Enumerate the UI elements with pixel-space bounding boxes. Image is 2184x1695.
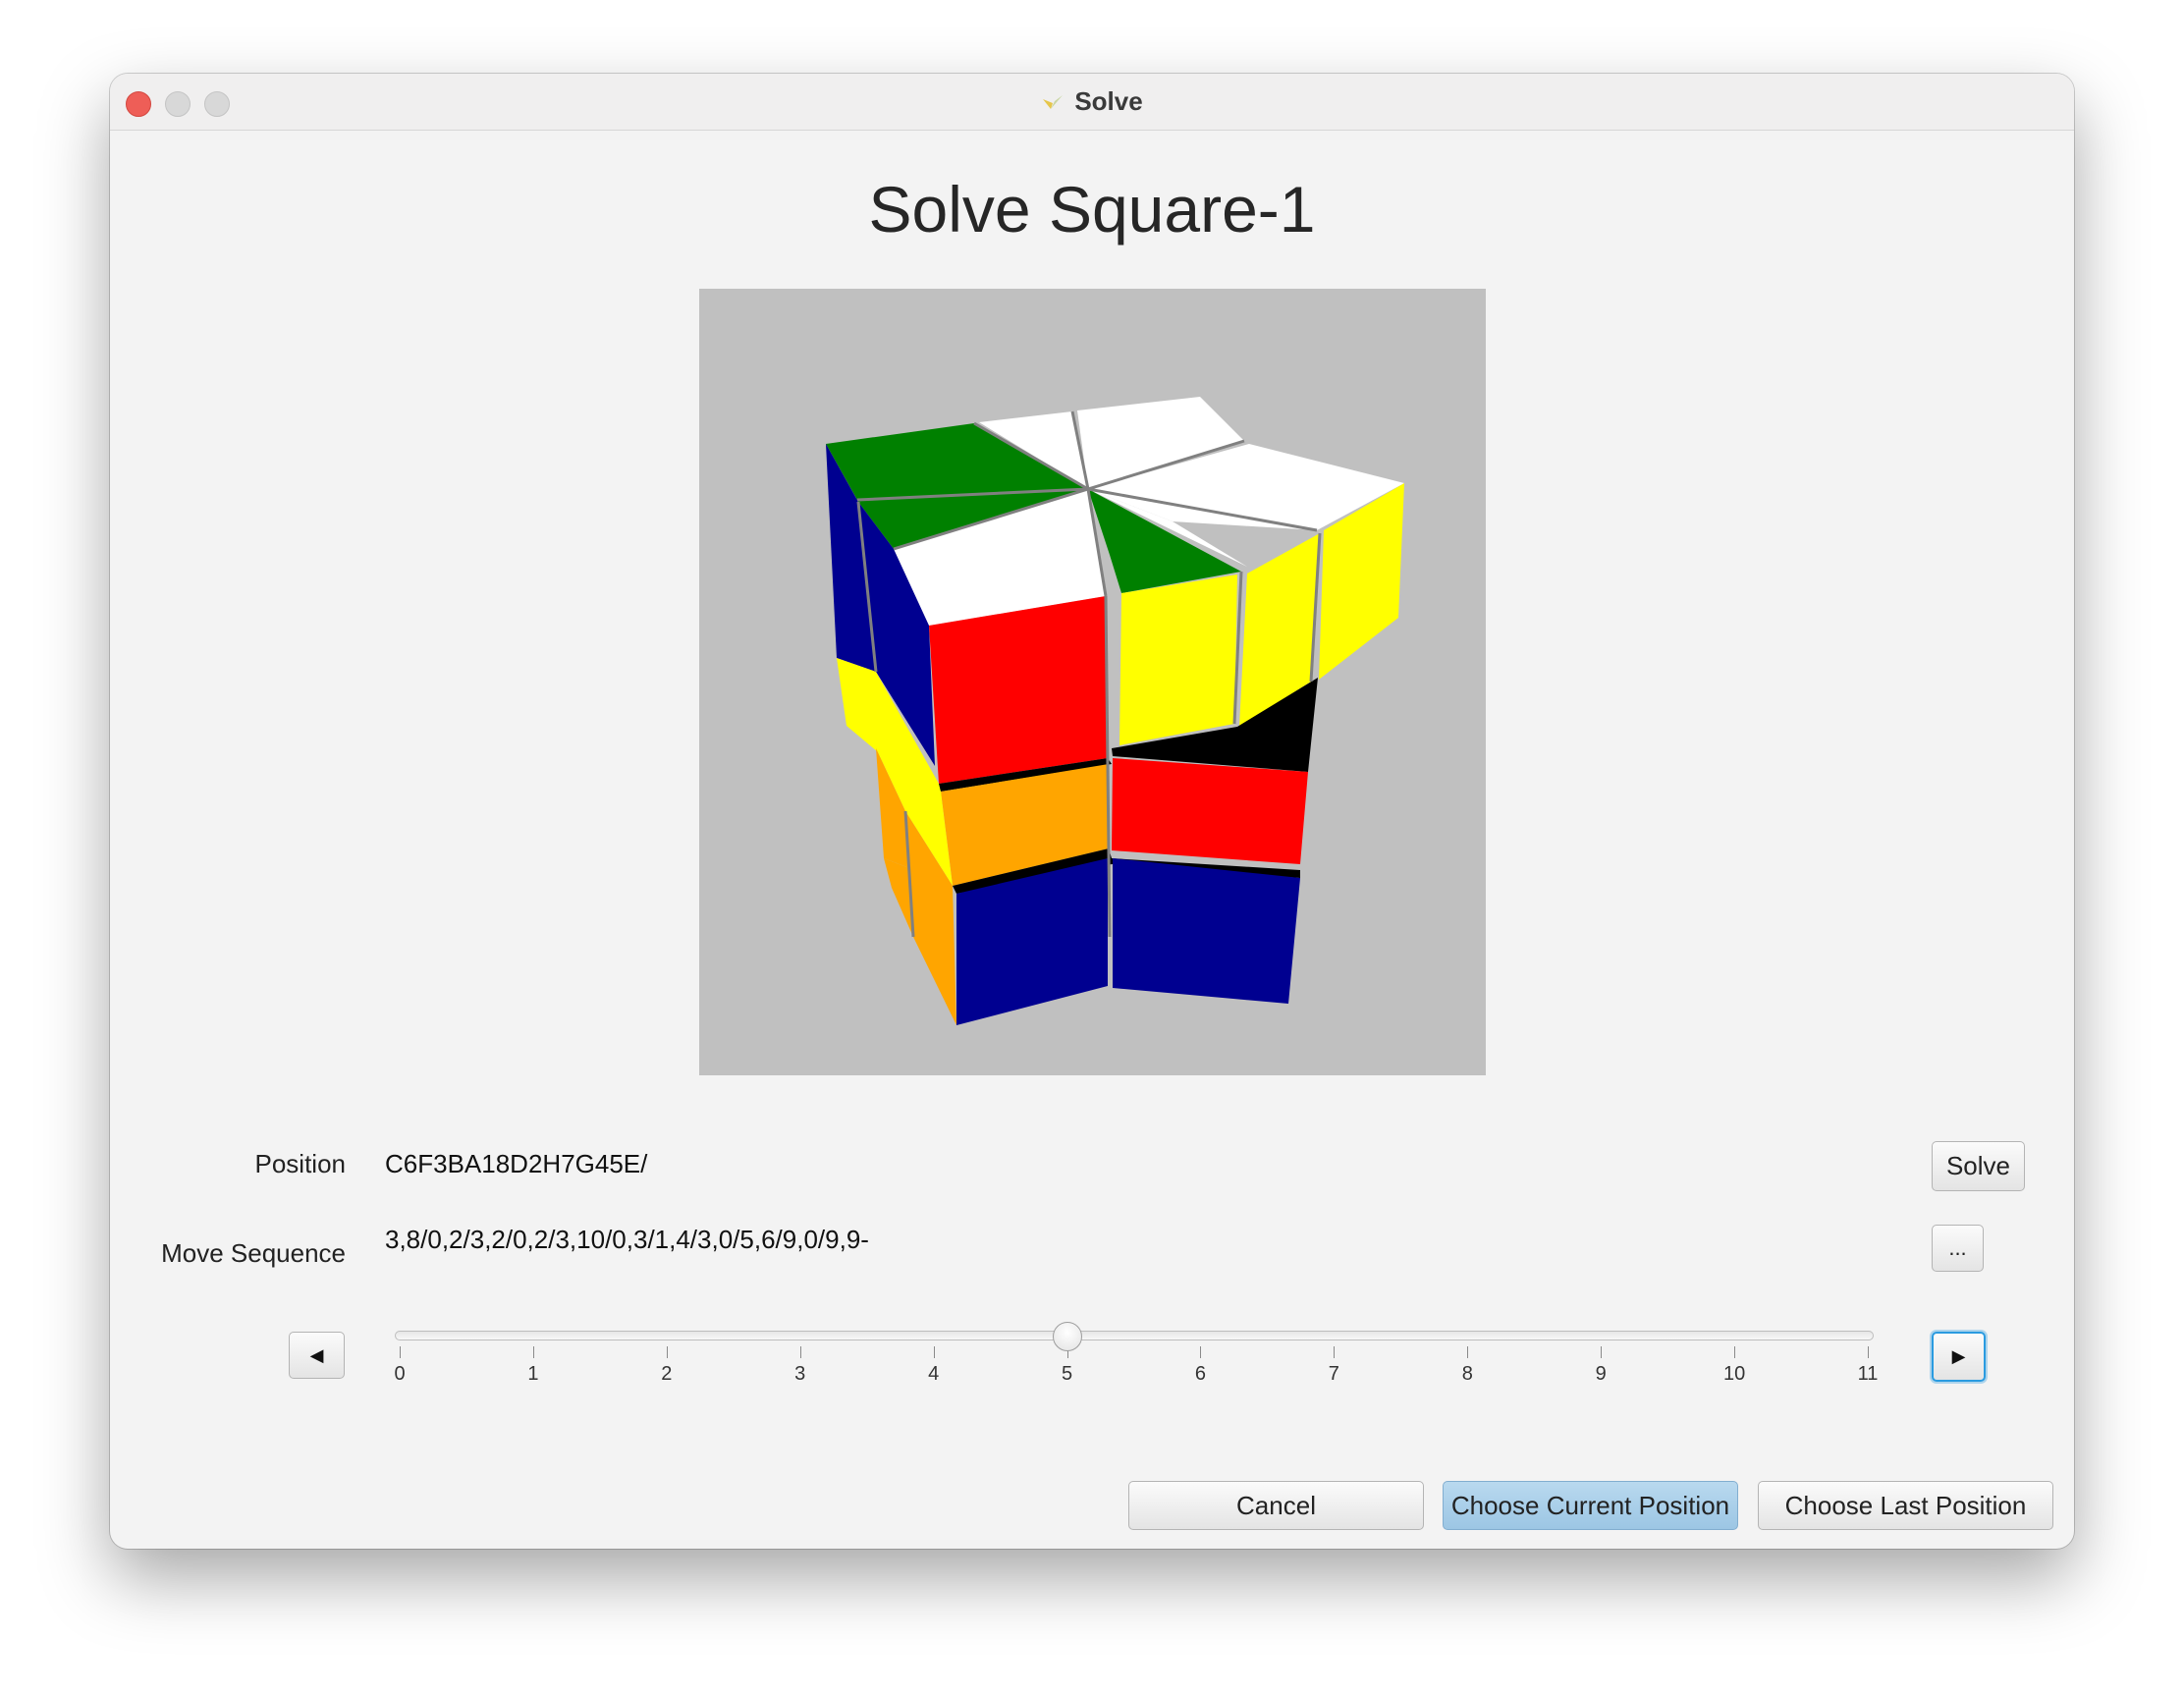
slider-tick — [1066, 1346, 1068, 1358]
top-front-red — [929, 596, 1108, 784]
top-right-yellow-a — [1239, 533, 1320, 727]
title-bar: Solve — [110, 74, 2074, 131]
middle-left-yellow — [876, 748, 953, 886]
top-face-white-front — [894, 489, 1106, 626]
window-title: Solve — [1074, 86, 1143, 116]
move-sequence-value: 3,8/0,2/3,2/0,2/3,10/0,3/1,4/3,0/5,6/9,0… — [385, 1225, 869, 1254]
slider-tick — [1334, 1346, 1336, 1358]
slider-tick — [799, 1346, 801, 1358]
top-right-yellow-b — [1319, 483, 1404, 680]
triangle-right-icon: ▶ — [1951, 1346, 1966, 1366]
top-front-yellow — [1119, 574, 1237, 745]
slider-tick-label: 0 — [394, 1363, 406, 1385]
top-left-blue-b — [858, 502, 935, 766]
top-face-white-b — [1077, 397, 1244, 489]
minimize-window-button[interactable] — [165, 91, 191, 117]
top-face-white-d — [1088, 489, 1247, 567]
slider-tick — [1467, 1346, 1469, 1358]
step-forward-button[interactable]: ▶ — [1932, 1332, 1986, 1382]
top-left-yellow-strip — [837, 658, 939, 795]
top-face-green-mid — [857, 489, 1088, 549]
top-left-blue-a — [826, 444, 876, 672]
slider-tick-label: 10 — [1722, 1363, 1746, 1385]
position-slider-track[interactable] — [395, 1331, 1874, 1340]
window-title-group: Solve — [110, 74, 2074, 130]
choose-last-position-button[interactable]: Choose Last Position — [1758, 1481, 2053, 1530]
bottom-front-blue-left — [956, 858, 1108, 1025]
layer-gap — [939, 758, 1112, 792]
middle-front-orange — [941, 764, 1109, 886]
solve-button[interactable]: Solve — [1932, 1141, 2025, 1191]
slider-tick-label: 3 — [794, 1363, 806, 1385]
middle-left-orange — [876, 748, 909, 868]
slider-tick — [933, 1346, 935, 1358]
square-1-puzzle-render — [826, 397, 1404, 1025]
bottom-front-blue-right — [1113, 858, 1300, 1004]
move-sequence-label: Move Sequence — [161, 1238, 346, 1268]
slider-tick-label: 7 — [1328, 1363, 1339, 1385]
bottom-left-orange — [905, 811, 956, 1025]
cancel-button[interactable]: Cancel — [1128, 1481, 1424, 1530]
top-face-white-a — [979, 411, 1088, 489]
choose-current-position-button[interactable]: Choose Current Position — [1443, 1481, 1738, 1530]
triangle-left-icon: ◀ — [309, 1344, 324, 1365]
solve-dialog: Solve Solve Square-1 — [110, 74, 2074, 1549]
top-face-white-c — [1088, 444, 1404, 530]
slider-tick-label: 9 — [1595, 1363, 1607, 1385]
middle-front-red — [1112, 758, 1308, 864]
page-title: Solve Square-1 — [868, 173, 1316, 246]
inner-shadow — [1112, 678, 1318, 772]
slider-tick-label: 8 — [1461, 1363, 1473, 1385]
puzzle-seams — [856, 410, 1322, 938]
slider-tick-label: 4 — [928, 1363, 940, 1385]
step-back-button[interactable]: ◀ — [289, 1332, 345, 1379]
slider-tick-label: 11 — [1857, 1363, 1879, 1385]
puzzle-3d-view[interactable] — [699, 289, 1486, 1075]
bottom-left-orange-b — [884, 858, 913, 937]
position-value: C6F3BA18D2H7G45E/ — [385, 1149, 648, 1178]
position-label: Position — [254, 1149, 347, 1178]
close-window-button[interactable] — [126, 91, 151, 117]
slider-tick — [1868, 1346, 1869, 1358]
slider-tick-label: 5 — [1061, 1363, 1073, 1385]
slider-tick — [1200, 1346, 1202, 1358]
slider-tick-label: 6 — [1194, 1363, 1207, 1385]
slider-tick-label: 2 — [661, 1363, 673, 1385]
slider-tick — [1601, 1346, 1603, 1358]
zoom-window-button[interactable] — [204, 91, 230, 117]
slider-tick — [532, 1346, 534, 1358]
more-options-button[interactable]: ... — [1932, 1225, 1984, 1272]
top-face-green-right — [1088, 489, 1241, 593]
slider-tick-label: 1 — [527, 1363, 539, 1385]
slider-tick — [1734, 1346, 1736, 1358]
app-icon — [1043, 94, 1064, 109]
position-slider-thumb[interactable] — [1052, 1322, 1082, 1351]
slider-tick — [666, 1346, 668, 1358]
top-face-green-left — [826, 423, 1088, 500]
slider-tick — [400, 1346, 401, 1358]
